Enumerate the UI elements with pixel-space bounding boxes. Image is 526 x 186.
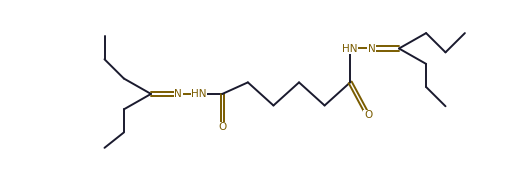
Text: O: O xyxy=(218,122,226,132)
Text: O: O xyxy=(364,110,372,121)
Text: N: N xyxy=(174,89,182,99)
Text: N: N xyxy=(368,44,376,54)
Text: HN: HN xyxy=(342,44,358,54)
Text: HN: HN xyxy=(191,89,207,99)
